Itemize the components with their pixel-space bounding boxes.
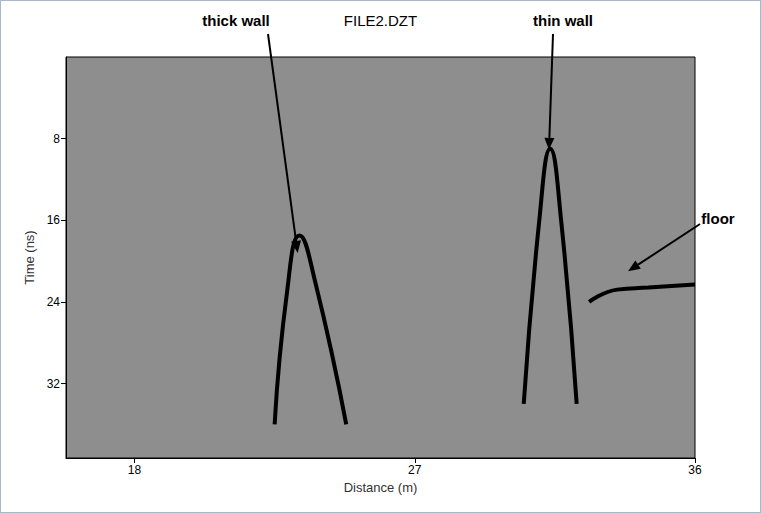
svg-text:18: 18 — [128, 463, 142, 477]
svg-text:16: 16 — [47, 213, 61, 227]
svg-text:thick wall: thick wall — [202, 12, 270, 29]
svg-text:thin wall: thin wall — [533, 12, 593, 29]
svg-text:FILE2.DZT: FILE2.DZT — [344, 12, 417, 29]
svg-text:24: 24 — [47, 295, 61, 309]
svg-text:Distance (m): Distance (m) — [344, 480, 418, 495]
svg-text:27: 27 — [408, 463, 422, 477]
svg-text:36: 36 — [688, 463, 702, 477]
svg-text:Time (ns): Time (ns) — [22, 230, 37, 284]
svg-text:8: 8 — [53, 132, 60, 146]
svg-text:32: 32 — [47, 377, 61, 391]
svg-text:floor: floor — [701, 210, 734, 227]
